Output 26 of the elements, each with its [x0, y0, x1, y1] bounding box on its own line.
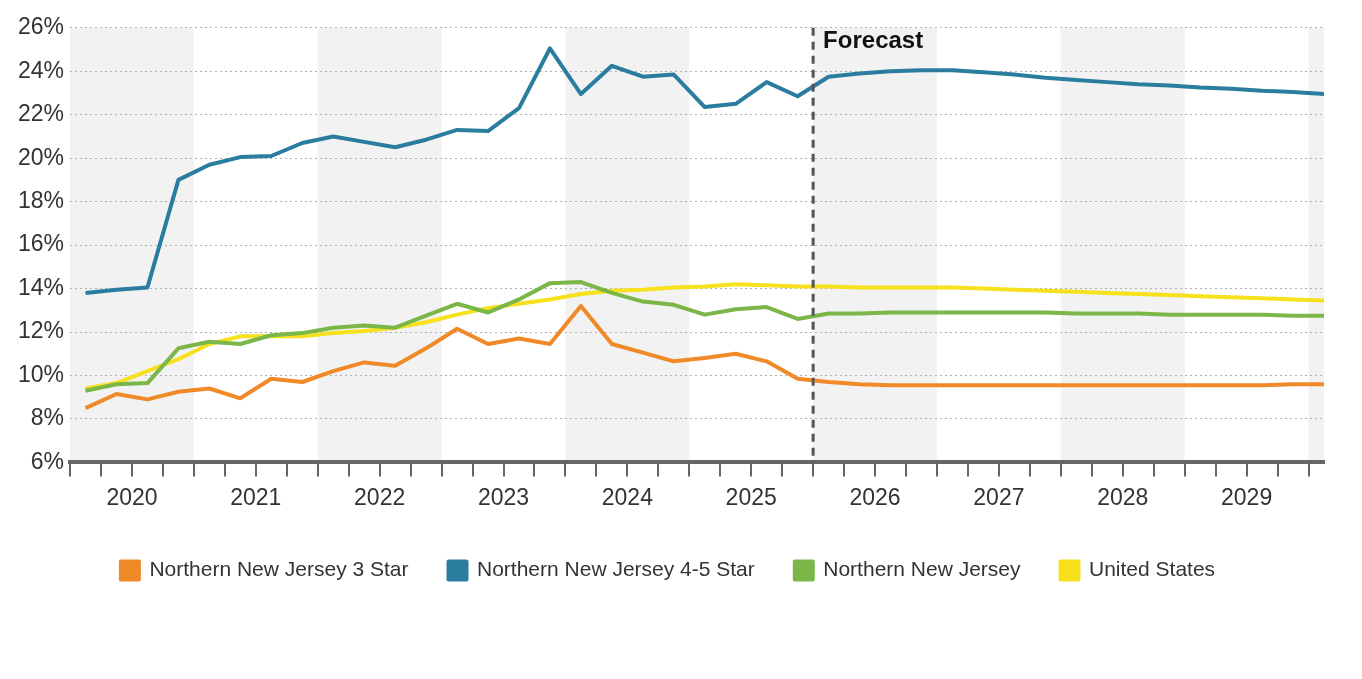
x-tick-label: 2026 [849, 483, 901, 510]
x-tick-label: 2024 [601, 483, 654, 510]
x-tick-label: 2021 [230, 483, 282, 510]
y-tick-label: 22% [17, 100, 65, 127]
legend-label: Northern New Jersey [823, 557, 1022, 581]
ref-line-label: Forecast [823, 26, 924, 54]
x-tick-label: 2023 [477, 483, 530, 510]
legend-label: United States [1089, 557, 1216, 581]
x-tick-label: 2027 [973, 483, 1025, 510]
y-tick-label: 16% [17, 230, 65, 257]
y-tick-label: 8% [30, 404, 65, 431]
x-tick-label: 2029 [1221, 483, 1273, 510]
y-tick-label: 24% [17, 56, 65, 83]
y-tick-label: 10% [17, 360, 65, 387]
y-tick-label: 26% [17, 13, 65, 40]
x-tick-label: 2028 [1097, 483, 1149, 510]
x-tick-label: 2020 [106, 483, 158, 510]
x-tick-label: 2022 [354, 483, 406, 510]
y-tick-label: 14% [17, 273, 65, 300]
y-tick-label: 6% [30, 447, 65, 474]
x-tick-label: 2025 [725, 483, 777, 510]
legend-label: Northern New Jersey 4-5 Star [477, 557, 755, 581]
y-tick-label: 18% [17, 186, 65, 213]
legend-label: Northern New Jersey 3 Star [149, 557, 409, 581]
y-tick-label: 12% [17, 317, 65, 344]
y-tick-label: 20% [17, 143, 65, 170]
